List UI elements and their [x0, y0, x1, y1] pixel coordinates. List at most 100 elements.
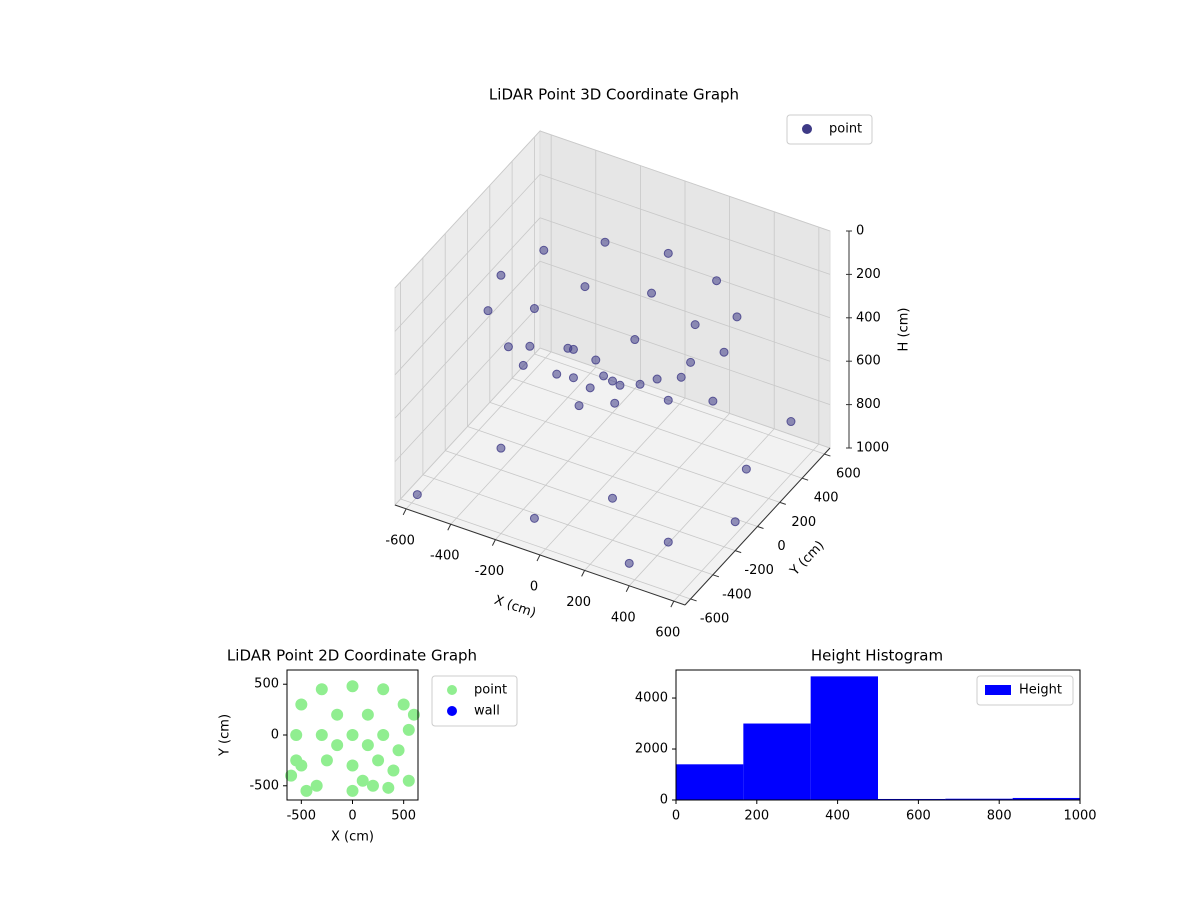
x-tick-label: 400 [825, 809, 850, 824]
legend-marker [802, 124, 812, 134]
y-tick-label: -400 [722, 587, 752, 602]
point [387, 764, 400, 777]
point [730, 517, 740, 527]
point [686, 357, 696, 367]
grid-line [394, 260, 541, 419]
point [539, 245, 549, 255]
point [574, 401, 584, 411]
grid-line [422, 474, 714, 576]
point [630, 335, 640, 345]
point [719, 347, 729, 357]
point [483, 306, 493, 316]
point [361, 739, 374, 752]
x-tick-label: 500 [391, 809, 416, 824]
y-tick-label: 0 [660, 793, 668, 808]
point [366, 779, 379, 792]
point [568, 373, 578, 383]
grid-line [539, 260, 831, 362]
z-tick-label: 600 [856, 354, 881, 369]
point [346, 784, 359, 797]
point [600, 237, 610, 247]
legend-label: point [474, 683, 507, 698]
x-tick-label: 0 [530, 580, 538, 595]
grid-line [534, 353, 825, 455]
z-axis-label: H (cm) [897, 308, 912, 352]
legend-marker [985, 685, 1011, 695]
point [320, 754, 333, 767]
z-tick-label: 400 [856, 310, 881, 325]
legend-label: Height [1019, 683, 1062, 698]
grid-line [489, 401, 780, 503]
legend-marker [447, 706, 457, 716]
x-tick-label: 0 [672, 809, 680, 824]
point [407, 708, 420, 721]
grid-line [539, 347, 831, 449]
grid-line [539, 174, 831, 275]
bar [676, 764, 744, 800]
point [585, 383, 595, 393]
y-tick-label: 400 [814, 491, 839, 506]
x-tick-label: -200 [475, 564, 505, 579]
point [568, 344, 578, 354]
x-tick-label: 0 [348, 809, 356, 824]
bar [743, 723, 811, 800]
legend-box [976, 675, 1074, 706]
grid-line [539, 304, 831, 405]
tick-mark [536, 554, 541, 562]
bar [810, 676, 878, 800]
point [615, 380, 625, 390]
grid-line [394, 174, 541, 332]
chart-title: LiDAR Point 3D Coordinate Graph [489, 86, 739, 104]
z-tick-label: 800 [856, 397, 881, 412]
point [690, 320, 700, 330]
y-tick-label: 200 [791, 515, 816, 530]
plot-frame [675, 669, 1081, 801]
point [412, 490, 422, 500]
point [402, 774, 415, 787]
chart-title: Height Histogram [811, 647, 943, 665]
point [708, 396, 718, 406]
legend-marker [447, 685, 457, 695]
point [346, 680, 359, 693]
tick-mark [712, 574, 720, 578]
point [608, 376, 617, 386]
z-tick-label: 1000 [856, 441, 889, 456]
y-axis [684, 447, 831, 606]
tick-mark [801, 477, 809, 481]
grid-line [394, 347, 541, 506]
point [503, 342, 513, 352]
point [732, 312, 742, 322]
point [310, 779, 323, 792]
tick-mark [625, 585, 630, 592]
grid-line [467, 426, 758, 527]
point [372, 754, 385, 767]
x-tick-label: -400 [430, 549, 460, 564]
x-tick-label: 800 [987, 809, 1012, 824]
grid-line [539, 217, 831, 319]
grid-line [445, 450, 736, 552]
tick-mark [757, 526, 764, 529]
point [580, 282, 590, 292]
point [624, 558, 634, 568]
bar [945, 798, 1013, 800]
bar [878, 798, 946, 800]
point [652, 374, 662, 384]
y-axis-label: Y (cm) [218, 714, 233, 757]
point [496, 443, 506, 453]
point [663, 395, 673, 405]
z-tick-label: 200 [856, 267, 881, 282]
point [290, 729, 303, 741]
x-tick-label: -500 [287, 809, 317, 824]
point [676, 372, 686, 382]
point [741, 464, 751, 474]
tick-mark [447, 524, 452, 531]
point [356, 774, 369, 787]
grid-line [394, 217, 541, 376]
point [610, 398, 620, 408]
y-tick-label: 4000 [635, 691, 668, 706]
y-tick-label: -200 [744, 563, 774, 578]
point [591, 355, 601, 365]
point [786, 417, 796, 427]
point [529, 513, 539, 523]
point [285, 769, 298, 782]
